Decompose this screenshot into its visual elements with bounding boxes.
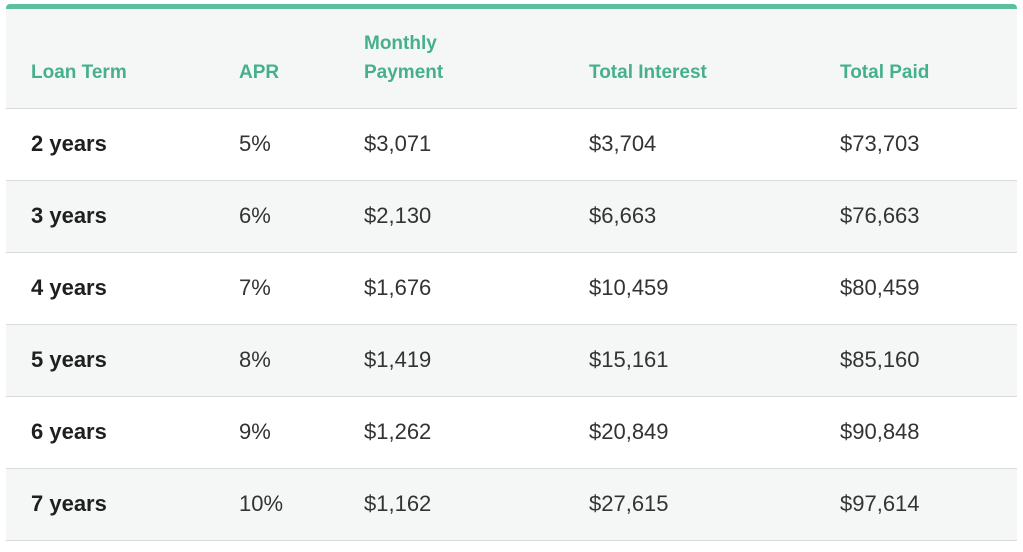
header-apr: APR [214,9,339,109]
cell-total-paid: $85,160 [815,324,1017,397]
cell-monthly-payment: $1,262 [339,396,564,469]
cell-apr: 5% [214,108,339,181]
table-row: 6 years 9% $1,262 $20,849 $90,848 [6,396,1017,469]
cell-total-interest: $10,459 [564,252,815,325]
table-row: 3 years 6% $2,130 $6,663 $76,663 [6,180,1017,253]
table-header: Loan Term APR Monthly Payment Total Inter… [6,9,1017,109]
cell-total-paid: $97,614 [815,468,1017,541]
cell-total-interest: $27,615 [564,468,815,541]
cell-apr: 6% [214,180,339,253]
cell-loan-term: 4 years [6,252,214,325]
cell-apr: 8% [214,324,339,397]
cell-monthly-payment: $3,071 [339,108,564,181]
header-total-interest: Total Interest [564,9,815,109]
cell-total-paid: $80,459 [815,252,1017,325]
loan-comparison-table: Loan Term APR Monthly Payment Total Inter… [6,4,1017,541]
header-loan-term: Loan Term [6,9,214,109]
cell-total-interest: $20,849 [564,396,815,469]
cell-total-interest: $6,663 [564,180,815,253]
cell-apr: 7% [214,252,339,325]
cell-loan-term: 7 years [6,468,214,541]
cell-total-paid: $73,703 [815,108,1017,181]
cell-total-interest: $3,704 [564,108,815,181]
cell-loan-term: 5 years [6,324,214,397]
cell-total-paid: $90,848 [815,396,1017,469]
table-body: 2 years 5% $3,071 $3,704 $73,703 3 years… [6,108,1017,541]
table-row: 2 years 5% $3,071 $3,704 $73,703 [6,108,1017,181]
cell-monthly-payment: $1,162 [339,468,564,541]
cell-monthly-payment: $1,676 [339,252,564,325]
cell-apr: 9% [214,396,339,469]
cell-monthly-payment: $1,419 [339,324,564,397]
cell-apr: 10% [214,468,339,541]
cell-total-interest: $15,161 [564,324,815,397]
table-row: 5 years 8% $1,419 $15,161 $85,160 [6,324,1017,397]
header-total-paid: Total Paid [815,9,1017,109]
cell-monthly-payment: $2,130 [339,180,564,253]
header-row: Loan Term APR Monthly Payment Total Inter… [6,9,1017,109]
table-row: 7 years 10% $1,162 $27,615 $97,614 [6,468,1017,541]
cell-loan-term: 6 years [6,396,214,469]
cell-loan-term: 3 years [6,180,214,253]
cell-total-paid: $76,663 [815,180,1017,253]
cell-loan-term: 2 years [6,108,214,181]
table-row: 4 years 7% $1,676 $10,459 $80,459 [6,252,1017,325]
header-monthly-payment-line1: Monthly [364,32,437,54]
header-monthly-payment: Monthly Payment [339,9,564,109]
header-monthly-payment-line2: Payment [364,61,444,83]
